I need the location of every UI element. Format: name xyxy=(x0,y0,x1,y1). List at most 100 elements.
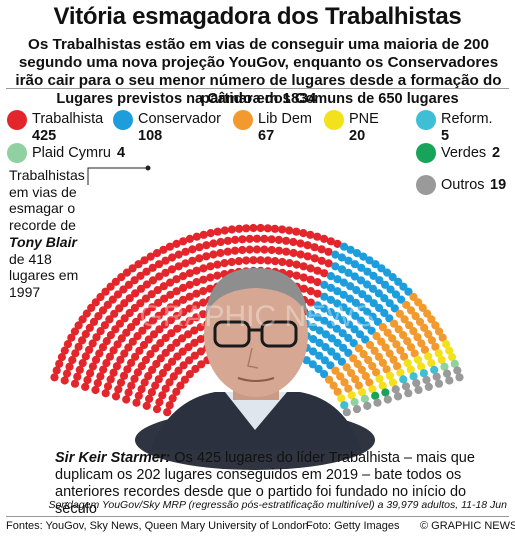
seat-trabalhista xyxy=(166,290,175,299)
seat-trabalhista xyxy=(167,329,176,338)
seat-lib-dem xyxy=(415,317,425,326)
seat-lib-dem xyxy=(409,327,418,336)
seat-trabalhista xyxy=(333,239,342,248)
seat-trabalhista xyxy=(220,259,229,268)
seat-trabalhista xyxy=(146,252,155,261)
seat-conservador xyxy=(358,290,367,299)
seat-conservador xyxy=(309,347,318,356)
seat-outros xyxy=(352,405,362,414)
seat-trabalhista xyxy=(120,299,129,308)
seat-conservador xyxy=(383,268,392,277)
seat-trabalhista xyxy=(154,260,164,269)
seat-trabalhista xyxy=(96,327,105,336)
seat-trabalhista xyxy=(299,284,308,293)
seat-conservador xyxy=(345,294,354,303)
seat-trabalhista xyxy=(242,256,251,265)
record-annotation-name: Tony Blair xyxy=(9,233,77,250)
seat-trabalhista xyxy=(133,368,142,377)
seat-lib-dem xyxy=(389,355,398,364)
seat-trabalhista xyxy=(310,243,319,252)
seat-trabalhista xyxy=(179,295,188,304)
seat-trabalhista xyxy=(292,260,301,269)
seat-trabalhista xyxy=(176,381,185,390)
seat-trabalhista xyxy=(230,246,240,255)
seat-lib-dem xyxy=(427,315,436,324)
seat-trabalhista xyxy=(92,333,101,342)
seat-trabalhista xyxy=(96,292,105,302)
seat-trabalhista xyxy=(62,369,72,378)
seat-trabalhista xyxy=(168,394,177,403)
seat-trabalhista xyxy=(320,269,329,278)
seat-trabalhista xyxy=(117,273,126,282)
seat-conservador xyxy=(320,356,329,365)
seat-trabalhista xyxy=(138,326,147,335)
seat-conservador xyxy=(338,329,347,338)
seat-trabalhista xyxy=(89,317,99,326)
seat-conservador xyxy=(391,290,401,299)
seat-conservador xyxy=(306,310,316,319)
seat-trabalhista xyxy=(234,257,243,266)
seat-trabalhista xyxy=(74,321,83,330)
legend-count-plaid: 4 xyxy=(117,145,126,161)
seat-trabalhista xyxy=(324,247,333,256)
seat-trabalhista xyxy=(190,351,199,360)
seat-trabalhista xyxy=(245,245,254,254)
seat-conservador xyxy=(333,338,342,347)
seat-trabalhista xyxy=(127,358,136,367)
legend-label-pne: PNE xyxy=(349,111,379,127)
seat-conservador xyxy=(331,262,340,271)
legend-swatch-verdes xyxy=(416,143,436,163)
seat-verdes xyxy=(371,391,380,400)
seat-lib-dem xyxy=(435,327,444,336)
seat-trabalhista xyxy=(159,245,168,254)
seat-conservador xyxy=(321,330,330,339)
seat-trabalhista xyxy=(271,257,280,266)
seat-lib-dem xyxy=(390,319,399,328)
seat-verdes xyxy=(381,388,390,397)
seat-trabalhista xyxy=(192,266,201,275)
seat-trabalhista xyxy=(60,376,69,385)
seat-pne xyxy=(427,359,436,368)
leader-shirt xyxy=(225,392,287,430)
legend-swatch-pne xyxy=(324,110,344,130)
seat-trabalhista xyxy=(179,320,188,329)
seat-conservador xyxy=(326,272,335,281)
seat-trabalhista xyxy=(136,284,146,293)
seat-pne xyxy=(445,346,454,355)
seat-trabalhista xyxy=(220,226,229,235)
seat-trabalhista xyxy=(141,294,150,303)
seat-outros xyxy=(442,369,452,378)
seat-outros xyxy=(404,389,413,398)
seat-lib-dem xyxy=(400,315,409,324)
annotation-leader-line xyxy=(87,167,148,185)
seat-trabalhista xyxy=(192,289,201,298)
seat-lib-dem xyxy=(383,328,392,337)
seat-trabalhista xyxy=(242,224,251,233)
seat-lib-dem xyxy=(406,306,416,315)
seat-trabalhista xyxy=(166,316,175,325)
seat-trabalhista xyxy=(306,287,315,296)
seat-conservador xyxy=(339,316,348,325)
seat-trabalhista xyxy=(161,384,170,393)
seat-conservador xyxy=(363,267,372,276)
seat-trabalhista xyxy=(206,273,215,282)
seat-trabalhista xyxy=(152,249,162,258)
seat-trabalhista xyxy=(326,237,335,246)
seat-trabalhista xyxy=(256,256,265,265)
seat-trabalhista xyxy=(174,366,183,375)
seat-trabalhista xyxy=(101,389,110,398)
seat-lib-dem xyxy=(423,309,432,318)
seat-trabalhista xyxy=(70,327,79,336)
seat-trabalhista xyxy=(106,282,115,291)
seat-lib-dem xyxy=(378,323,387,332)
seat-trabalhista xyxy=(252,234,262,243)
seat-trabalhista xyxy=(278,257,287,267)
legend-count-trabalhista: 425 xyxy=(32,128,57,144)
seat-trabalhista xyxy=(181,247,190,256)
seat-trabalhista xyxy=(192,301,201,310)
seat-conservador xyxy=(327,347,336,356)
seat-trabalhista xyxy=(160,320,170,329)
seat-conservador xyxy=(386,285,395,294)
seat-trabalhista xyxy=(206,229,215,238)
seat-trabalhista xyxy=(142,267,151,276)
